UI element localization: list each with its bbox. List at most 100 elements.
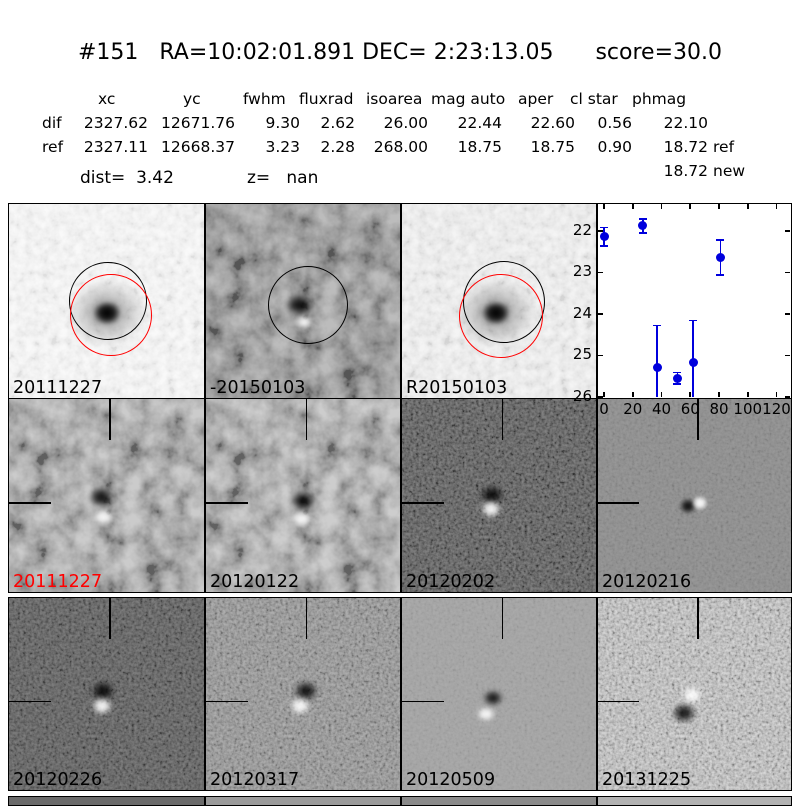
cutout-date-label: -20150103 bbox=[210, 377, 306, 398]
error-bar bbox=[656, 325, 658, 397]
error-bar-cap bbox=[638, 232, 647, 234]
residual-bright-blob bbox=[473, 704, 500, 725]
y-axis-tick bbox=[598, 271, 603, 274]
cutout-ref-image: R20150103 bbox=[401, 203, 597, 399]
cutout-epoch-panel: 20120509 bbox=[401, 597, 597, 791]
col-header-phmag: phmag bbox=[632, 90, 687, 108]
cutout-date-label: 20111227 bbox=[13, 571, 103, 592]
x-axis-tick-top bbox=[689, 204, 692, 209]
error-bar-cap bbox=[673, 371, 682, 374]
cutout-epoch-panel: 20120122 bbox=[205, 398, 401, 593]
dif-aper: 22.60 bbox=[530, 114, 575, 132]
x-axis-tick-top bbox=[660, 204, 663, 209]
x-axis-tick-top bbox=[775, 204, 778, 209]
y-tick-label: 25 bbox=[572, 345, 592, 364]
y-axis-tick bbox=[598, 230, 603, 232]
x-tick-label: 120 bbox=[762, 400, 791, 418]
error-bar-cap bbox=[689, 319, 698, 322]
residual-bright-blob bbox=[288, 506, 317, 531]
cutout-diff-image: -20150103 bbox=[205, 203, 401, 399]
ref-phmag-suffix: ref bbox=[713, 138, 735, 156]
ref-phmag: 18.72 bbox=[663, 138, 708, 156]
dif-phmag: 22.10 bbox=[663, 114, 708, 132]
page-title: #151 RA=10:02:01.891 DEC= 2:23:13.05 sco… bbox=[78, 40, 722, 65]
row-label-dif: dif bbox=[42, 114, 62, 132]
crosshair-top-tick bbox=[109, 598, 111, 640]
cutout-epoch-panel: 20111227 bbox=[8, 398, 205, 593]
crosshair-top-tick bbox=[109, 399, 111, 441]
x-axis-tick-top bbox=[631, 204, 634, 209]
data-point bbox=[672, 373, 682, 383]
new-phmag: 18.72 bbox=[663, 162, 708, 180]
error-bar-cap bbox=[600, 245, 609, 247]
residual-bright-blob bbox=[689, 493, 712, 514]
cutout-epoch-panel: 20120202 bbox=[401, 398, 597, 593]
cutout-epoch-panel: 20131225 bbox=[597, 597, 792, 791]
x-tick-label: 0 bbox=[599, 400, 609, 418]
y-tick-label: 22 bbox=[572, 220, 592, 239]
y-axis-tick bbox=[598, 354, 603, 357]
x-axis-tick bbox=[603, 392, 605, 397]
crosshair-left-tick bbox=[9, 502, 51, 504]
cutout-date-label: 20120509 bbox=[406, 769, 496, 790]
residual-bright-blob bbox=[87, 693, 116, 718]
col-header-fluxrad: fluxrad bbox=[299, 90, 354, 108]
cutout-epoch-panel: 20120317 bbox=[205, 597, 401, 791]
ref-mag-auto: 18.75 bbox=[457, 138, 502, 156]
cutout-new-image: 20111227 bbox=[8, 203, 205, 399]
residual-dark-blob bbox=[479, 686, 508, 709]
col-header-mag-auto: mag auto bbox=[431, 90, 506, 108]
cutout-date-label: 20120216 bbox=[602, 571, 692, 592]
y-tick-label: 23 bbox=[572, 262, 592, 281]
light-curve-plot: 0 20 40 60 80 100 120 22 23 24 25 26 bbox=[573, 203, 792, 418]
residual-bright-blob bbox=[286, 693, 315, 718]
data-point bbox=[688, 357, 698, 367]
col-header-xc: xc bbox=[98, 90, 116, 108]
crosshair-left-tick bbox=[206, 502, 248, 504]
cropped-panel bbox=[401, 796, 597, 806]
x-axis-tick bbox=[689, 392, 692, 397]
cutout-epoch-panel: 20120216 bbox=[597, 398, 792, 593]
col-header-isoarea: isoarea bbox=[366, 90, 423, 108]
dif-yc: 12671.76 bbox=[161, 114, 235, 132]
error-bar-cap bbox=[638, 218, 647, 220]
data-point bbox=[599, 232, 609, 242]
x-axis-tick-top bbox=[603, 204, 605, 209]
x-tick-label: 60 bbox=[680, 400, 700, 418]
cutout-date-label: 20120226 bbox=[13, 769, 103, 790]
crosshair-left-tick bbox=[598, 700, 640, 703]
crosshair-top-tick bbox=[697, 598, 699, 640]
ref-aper: 18.75 bbox=[530, 138, 575, 156]
y-axis-tick-right bbox=[785, 271, 790, 274]
dif-isoarea: 26.00 bbox=[383, 114, 428, 132]
data-point bbox=[652, 362, 662, 372]
aperture-circle-red bbox=[458, 273, 543, 358]
cutout-date-label: 20120202 bbox=[406, 571, 496, 592]
y-axis-tick-right bbox=[785, 313, 790, 315]
y-axis-tick bbox=[598, 313, 603, 315]
dist-value: dist= 3.42 bbox=[80, 168, 174, 188]
x-axis-tick bbox=[718, 392, 720, 397]
cropped-panel bbox=[597, 796, 792, 806]
crosshair-top-tick bbox=[305, 399, 308, 441]
x-tick-label: 80 bbox=[709, 400, 729, 418]
error-bar-cap bbox=[653, 324, 662, 327]
crosshair-top-tick bbox=[305, 598, 308, 640]
crosshair-left-tick bbox=[402, 700, 444, 703]
col-header-cl-star: cl star bbox=[570, 90, 618, 108]
residual-bright-blob bbox=[89, 504, 118, 529]
aperture-circle-black bbox=[267, 265, 348, 344]
x-axis-tick bbox=[660, 392, 663, 397]
data-point bbox=[638, 221, 648, 231]
measurement-table: xc yc fwhm fluxrad isoarea mag auto aper… bbox=[0, 90, 800, 200]
dif-xc: 2327.62 bbox=[83, 114, 148, 132]
y-tick-label: 26 bbox=[572, 387, 592, 405]
x-axis-tick-top bbox=[718, 204, 720, 209]
x-tick-label: 20 bbox=[623, 400, 643, 418]
crosshair-top-tick bbox=[501, 598, 504, 640]
new-phmag-suffix: new bbox=[713, 162, 746, 180]
dif-fluxrad: 2.62 bbox=[320, 114, 355, 132]
error-bar-cap bbox=[600, 226, 609, 229]
cutout-date-label: 20120122 bbox=[210, 571, 300, 592]
